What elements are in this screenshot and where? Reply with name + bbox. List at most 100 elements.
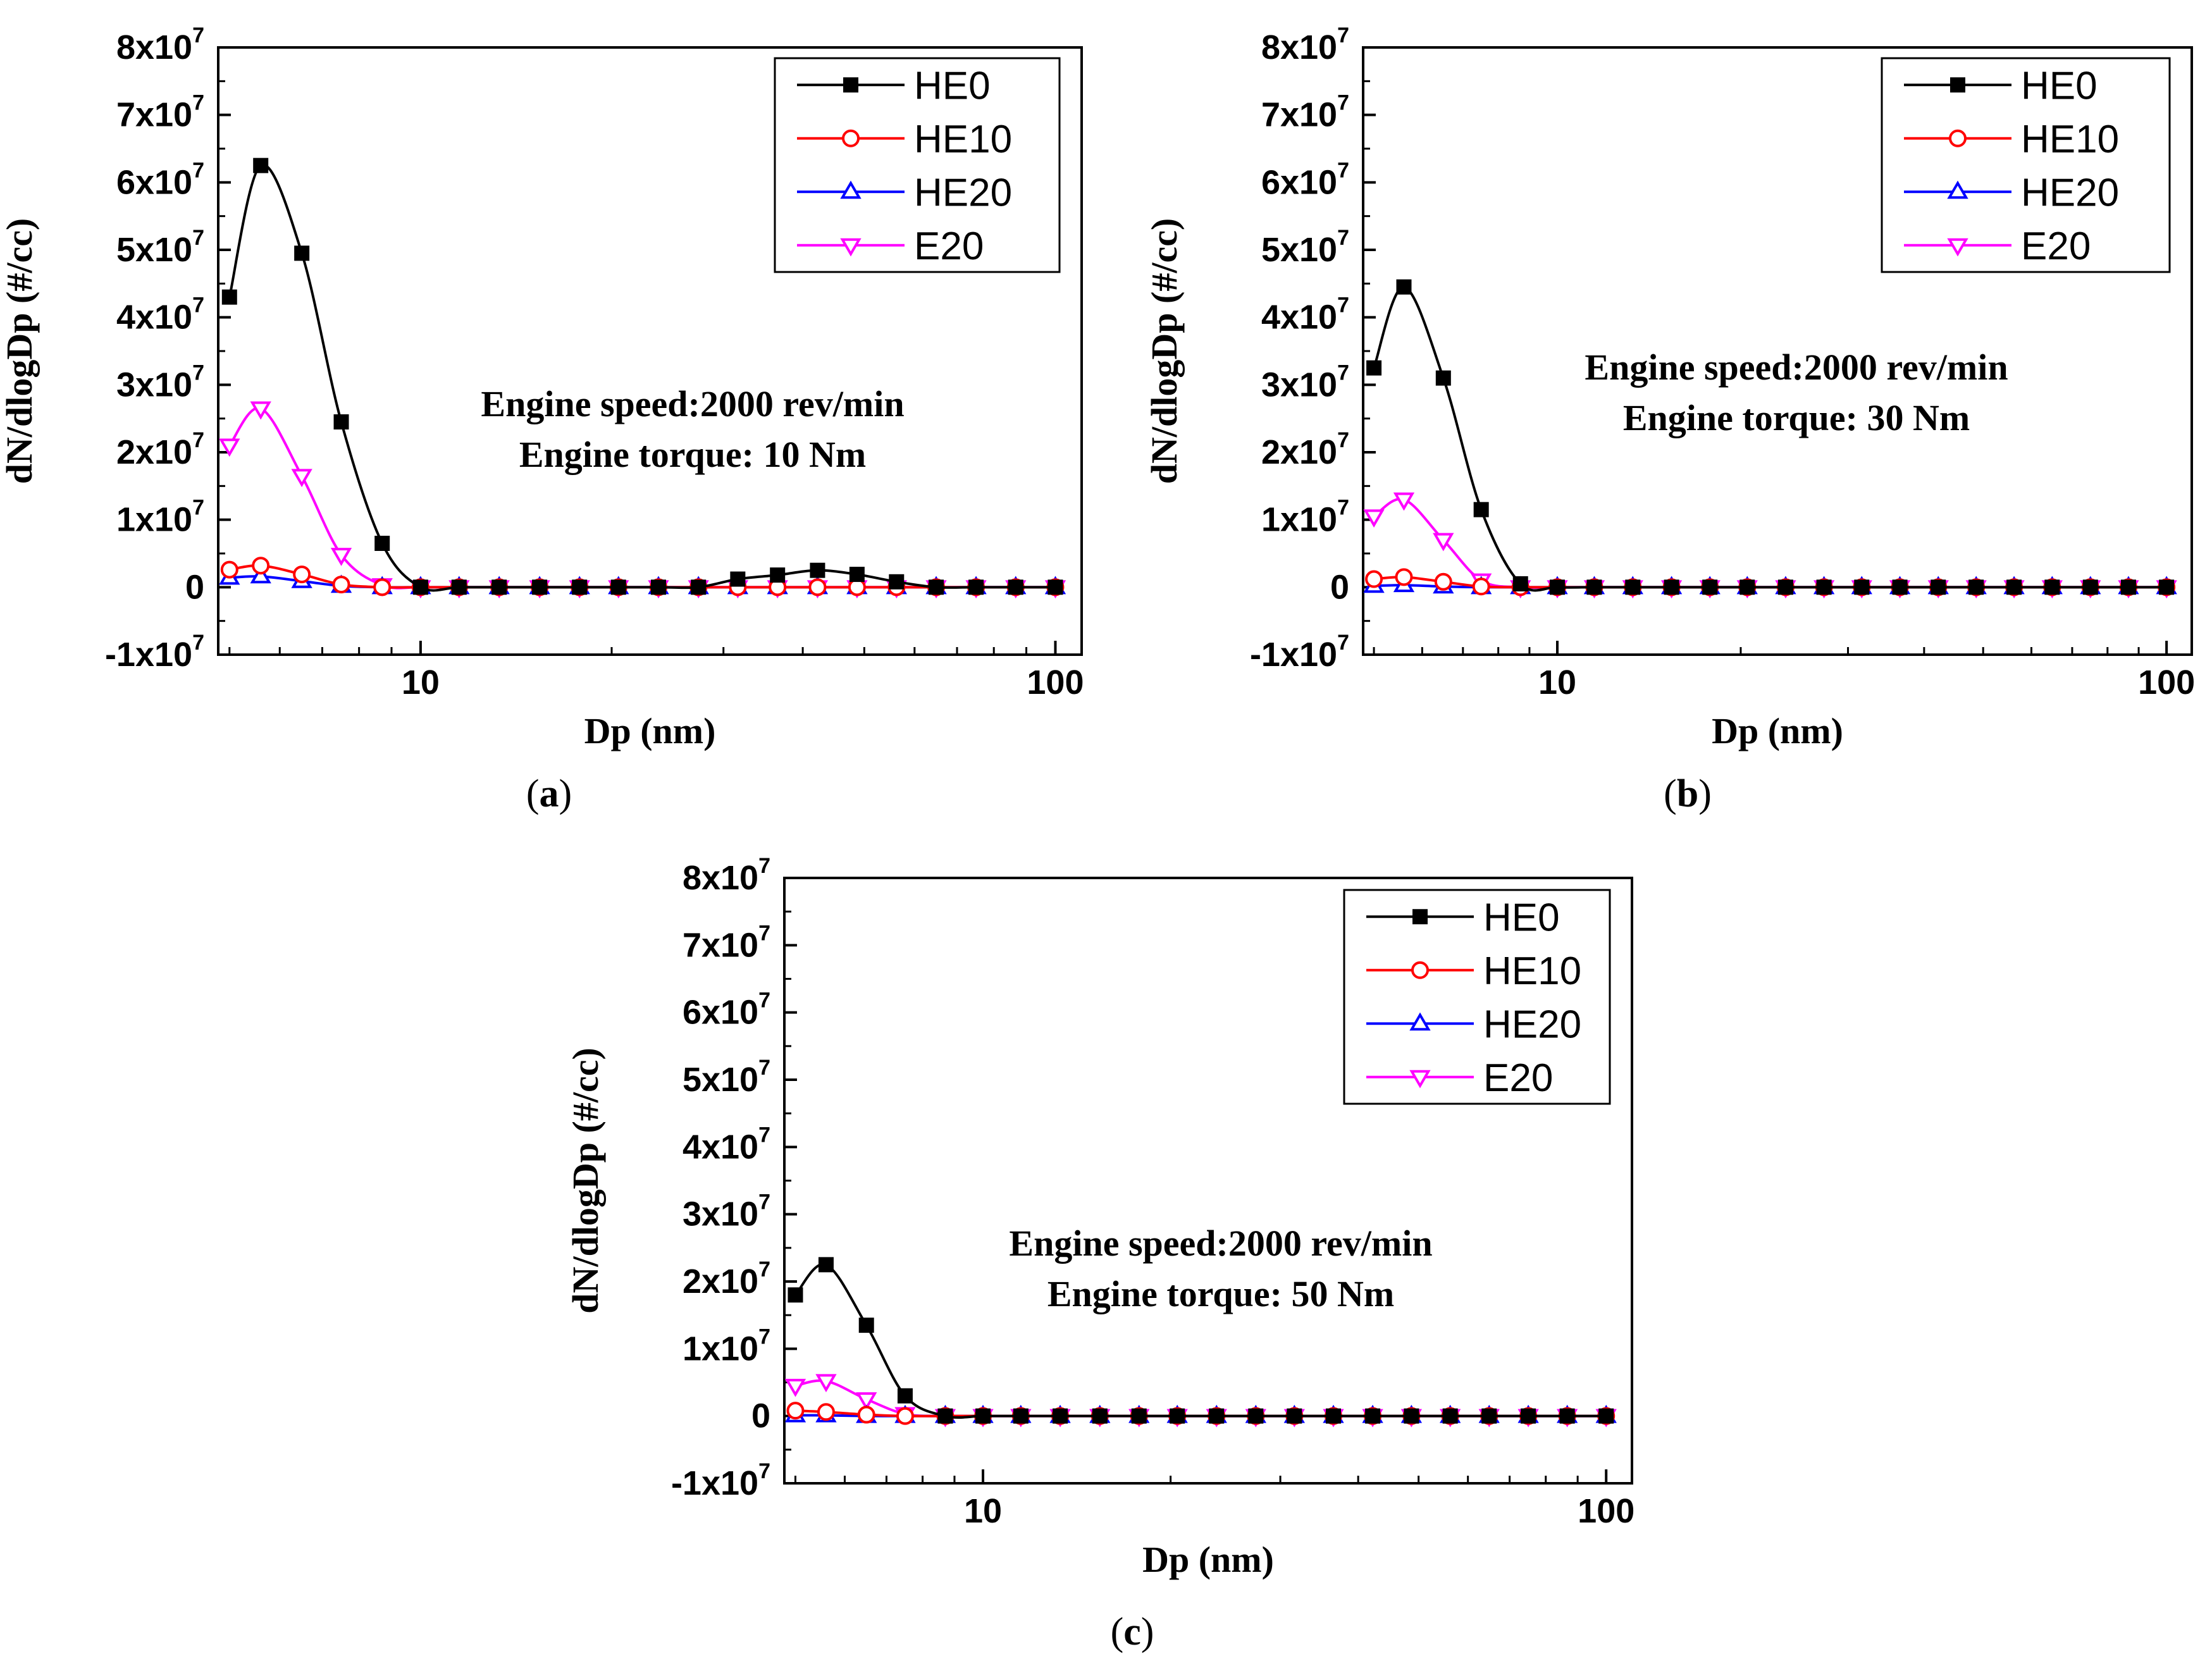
legend: HE0 HE10 HE20 E20 (1881, 57, 2171, 273)
x-tick-label: 10 (964, 1492, 1002, 1530)
data-point-he0 (1598, 1408, 1614, 1424)
data-point-he0 (1854, 579, 1870, 595)
series-he0 (788, 1257, 1614, 1424)
data-point-he0 (1559, 1408, 1575, 1424)
legend-label-he0: HE0 (1483, 896, 1560, 939)
legend-label-he20: HE20 (914, 171, 1012, 214)
panel-label-open: ( (1111, 1610, 1124, 1653)
y-tick-exponent: 7 (758, 1056, 770, 1080)
data-point-e20 (1393, 492, 1415, 511)
y-tick-exponent: 7 (1337, 496, 1349, 520)
y-tick-label: 5x107 (1261, 226, 1349, 269)
panel-label: (b) (1664, 772, 1712, 815)
legend-marker-he10 (842, 129, 860, 147)
y-tick-exponent: 7 (1337, 91, 1349, 115)
series-he0 (1366, 279, 2175, 595)
annotation-line: Engine torque: 30 Nm (1623, 397, 1970, 438)
legend-marker-he0 (1950, 77, 1965, 93)
y-tick-mantissa: 7x10 (1261, 96, 1337, 134)
legend-label-he10: HE10 (2021, 118, 2119, 161)
panel-label: (a) (526, 772, 572, 815)
data-point-he0 (1816, 579, 1832, 595)
y-tick-mantissa: 5x10 (683, 1061, 758, 1099)
y-tick-exponent: 7 (192, 428, 204, 452)
y-tick-label: 1x107 (683, 1325, 770, 1368)
y-tick-exponent: 7 (192, 631, 204, 655)
data-point-he10 (808, 578, 827, 596)
data-point-he0 (1092, 1408, 1108, 1424)
data-point-he0 (221, 289, 237, 305)
y-tick-exponent: 7 (758, 989, 770, 1013)
data-point-he0 (1404, 1408, 1419, 1424)
data-point-he0 (1047, 579, 1063, 595)
data-point-he0 (491, 579, 507, 595)
data-point-he0 (253, 158, 269, 173)
legend-marker-he10 (1411, 961, 1429, 979)
y-tick-exponent: 7 (1337, 158, 1349, 182)
y-tick-exponent: 7 (758, 1459, 770, 1483)
y-tick-mantissa: 6x10 (683, 994, 758, 1032)
data-point-he10 (252, 557, 270, 575)
legend-label-he10: HE10 (914, 118, 1012, 161)
y-tick-mantissa: 2x10 (683, 1263, 758, 1300)
y-tick-mantissa: -1x10 (105, 636, 192, 674)
y-tick-mantissa: 0 (185, 568, 204, 606)
panel-label: (c) (1111, 1610, 1154, 1653)
data-point-he0 (1586, 579, 1602, 595)
data-point-he0 (968, 579, 984, 595)
y-tick-mantissa: 1x10 (116, 501, 192, 539)
data-point-he0 (1131, 1408, 1147, 1424)
x-tick-label: 10 (1538, 664, 1576, 701)
y-tick-mantissa: 5x10 (116, 231, 192, 269)
data-point-he0 (1625, 579, 1641, 595)
data-point-he0 (691, 579, 707, 595)
y-tick-exponent: 7 (758, 921, 770, 945)
data-point-he0 (858, 1318, 874, 1333)
data-point-he0 (2159, 579, 2175, 595)
y-tick-mantissa: 5x10 (1261, 231, 1337, 269)
panel-label-letter: b (1677, 772, 1698, 815)
x-axis-title: Dp (nm) (1142, 1539, 1274, 1580)
annotation-line: Engine speed:2000 rev/min (481, 383, 904, 424)
data-point-he0 (1968, 579, 1984, 595)
data-point-he20 (250, 565, 271, 584)
data-point-he0 (1550, 579, 1566, 595)
y-tick-exponent: 7 (758, 1325, 770, 1349)
y-tick-mantissa: 0 (1330, 568, 1349, 606)
y-tick-exponent: 7 (192, 158, 204, 182)
data-point-he0 (1739, 579, 1755, 595)
panel-label-open: ( (1664, 772, 1677, 815)
chart-panel-a: -1x10701x1072x1073x1074x1075x1076x1077x1… (0, 23, 1084, 815)
y-tick-exponent: 7 (192, 91, 204, 115)
legend-marker-e20 (840, 238, 862, 257)
data-point-e20 (330, 548, 352, 566)
y-tick-mantissa: 3x10 (683, 1195, 758, 1233)
data-point-he0 (1664, 579, 1679, 595)
legend-marker-he20 (1947, 180, 1968, 199)
legend-label-e20: E20 (2021, 225, 2091, 268)
data-point-he0 (412, 579, 428, 595)
legend-marker-he0 (1412, 909, 1428, 925)
panel-label-close: ) (1698, 772, 1712, 815)
y-tick-label: 0 (185, 568, 204, 606)
y-tick-label: 6x107 (116, 158, 204, 201)
y-tick-mantissa: 7x10 (683, 926, 758, 964)
y-tick-mantissa: 8x10 (683, 859, 758, 897)
y-tick-label: 7x107 (683, 921, 770, 964)
y-tick-mantissa: 6x10 (1261, 163, 1337, 201)
y-tick-mantissa: 3x10 (1261, 366, 1337, 404)
y-axis-title: dN/dlogDp (#/cc) (565, 1047, 606, 1314)
data-point-he0 (294, 245, 310, 261)
x-tick-label: 100 (1027, 664, 1084, 701)
data-point-he0 (937, 1408, 953, 1424)
legend-label-he0: HE0 (2021, 64, 2098, 108)
y-tick-mantissa: 0 (751, 1397, 770, 1435)
annotation-line: Engine torque: 50 Nm (1047, 1273, 1394, 1314)
data-point-he0 (2120, 579, 2136, 595)
data-point-he0 (1325, 1408, 1341, 1424)
data-point-he10 (1395, 568, 1413, 586)
data-point-he10 (817, 1403, 835, 1421)
legend-box (1343, 889, 1611, 1105)
legend-marker-he20 (840, 180, 862, 199)
data-point-he0 (1473, 502, 1489, 517)
